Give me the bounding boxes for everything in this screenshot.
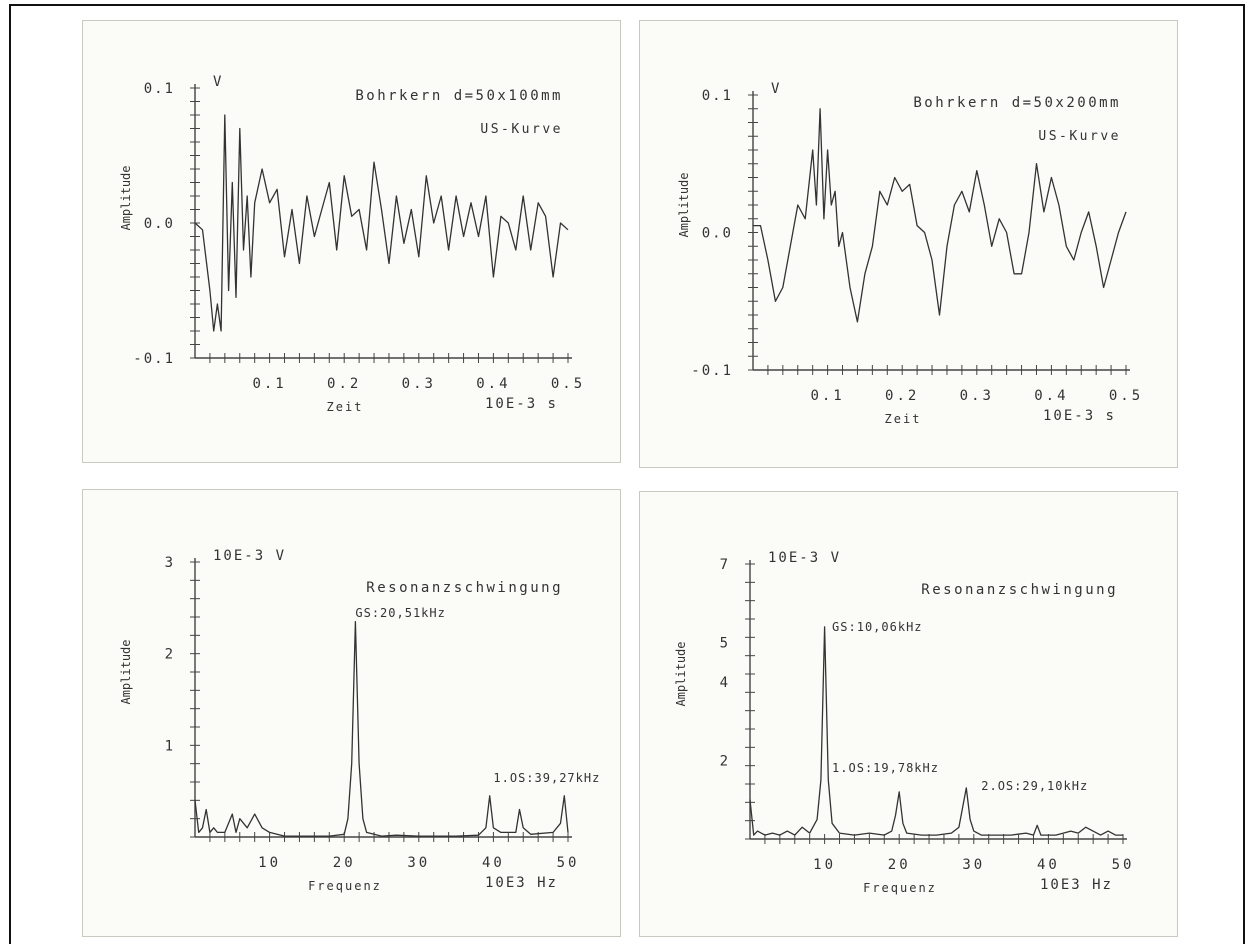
- x-tick-label: 0.4: [1034, 388, 1068, 404]
- x-tick-label: 0.1: [252, 376, 286, 392]
- x-axis-unit: 10E-3 s: [1043, 408, 1116, 424]
- y-axis-label: Amplitude: [677, 172, 691, 237]
- x-tick-label: 50: [557, 855, 580, 871]
- page-frame: 0.1 0.2 0.3 0.4 0.5 -0.1 0.0 0.1 Zeit 10E-3 s Ampl…: [9, 4, 1245, 944]
- series-line: [749, 626, 1123, 836]
- chart-title: Resonanzschwingung: [366, 580, 563, 596]
- chart-subtitle: US-Kurve: [1038, 129, 1121, 144]
- chart-title: Bohrkern d=50x200mm: [913, 95, 1121, 111]
- peak-annotation: 1.OS:19,78kHz: [832, 761, 939, 775]
- y-axis-label: Amplitude: [674, 641, 688, 706]
- series-line: [194, 620, 569, 837]
- chart-svg-spectrum-50x100: 10 20 30 40 50 1 2 3 Frequenz 10E3 Hz Amplitude 10E…: [119, 548, 600, 893]
- x-tick-label: 0.1: [810, 388, 844, 404]
- chart-svg-time-50x100: 0.1 0.2 0.3 0.4 0.5 -0.1 0.0 0.1 Zeit 10E-3 s Ampl…: [119, 74, 585, 414]
- x-axis-label: Frequenz: [308, 879, 382, 893]
- peak-annotation: GS:10,06kHz: [832, 620, 922, 634]
- x-axis-label: Frequenz: [863, 881, 937, 895]
- chart-panel-time-50x100: 0.1 0.2 0.3 0.4 0.5 -0.1 0.0 0.1 Zeit 10E-3 s Ampl…: [82, 20, 621, 463]
- chart-svg-time-50x200: 0.1 0.2 0.3 0.4 0.5 -0.1 0.0 0.1 Zeit 10E-3 s Ampl…: [677, 81, 1143, 426]
- y-tick-label: 1: [165, 738, 175, 754]
- x-tick-label: 10: [258, 855, 281, 871]
- series-line: [753, 108, 1127, 323]
- y-tick-label: 5: [720, 636, 730, 652]
- x-axis-label: Zeit: [327, 400, 364, 414]
- chart-panel-spectrum-50x200: 10 20 30 40 50 2 4 5 7 Frequenz 10E3 Hz Amplitude 10…: [639, 491, 1178, 937]
- y-tick-label: 2: [165, 647, 175, 663]
- x-tick-label: 50: [1112, 857, 1135, 873]
- y-axis-label: Amplitude: [119, 165, 133, 230]
- y-tick-label: 3: [165, 555, 175, 571]
- x-axis-label: Zeit: [885, 412, 922, 426]
- chart-panel-time-50x200: 0.1 0.2 0.3 0.4 0.5 -0.1 0.0 0.1 Zeit 10E-3 s Ampl…: [639, 20, 1178, 468]
- y-tick-label: -0.1: [133, 351, 175, 367]
- chart-svg-spectrum-50x200: 10 20 30 40 50 2 4 5 7 Frequenz 10E3 Hz Amplitude 10…: [674, 550, 1135, 895]
- chart-title: Resonanzschwingung: [921, 582, 1118, 598]
- y-tick-label: 7: [720, 557, 730, 573]
- chart-subtitle: US-Kurve: [480, 122, 563, 137]
- chart-panel-spectrum-50x100: 10 20 30 40 50 1 2 3 Frequenz 10E3 Hz Amplitude 10E…: [82, 489, 621, 937]
- y-tick-label: 0.0: [144, 216, 175, 232]
- y-axis-unit: 10E-3 V: [768, 550, 841, 566]
- y-tick-label: 2: [720, 753, 730, 769]
- x-tick-label: 0.4: [476, 376, 510, 392]
- peak-annotation: 1.OS:39,27kHz: [493, 771, 600, 785]
- y-tick-label: -0.1: [691, 363, 733, 379]
- x-tick-label: 0.3: [960, 388, 994, 404]
- x-tick-label: 20: [888, 857, 911, 873]
- x-tick-label: 30: [407, 855, 430, 871]
- peak-annotation: GS:20,51kHz: [355, 606, 445, 620]
- x-axis-unit: 10E3 Hz: [485, 875, 558, 891]
- x-tick-label: 0.3: [402, 376, 436, 392]
- y-axis-unit: 10E-3 V: [213, 548, 286, 564]
- x-tick-label: 20: [333, 855, 356, 871]
- y-axis-label: Amplitude: [119, 639, 133, 704]
- y-axis-unit: V: [213, 74, 223, 90]
- x-tick-label: 0.5: [551, 376, 585, 392]
- x-tick-label: 10: [813, 857, 836, 873]
- series-line: [194, 114, 569, 332]
- peak-annotation: 2.OS:29,10kHz: [981, 779, 1088, 793]
- y-tick-label: 0.1: [702, 88, 733, 104]
- x-tick-label: 0.2: [327, 376, 361, 392]
- y-tick-label: 4: [720, 675, 730, 691]
- x-tick-label: 0.2: [885, 388, 919, 404]
- x-axis-unit: 10E-3 s: [485, 396, 558, 412]
- y-tick-label: 0.1: [144, 81, 175, 97]
- x-tick-label: 0.5: [1109, 388, 1143, 404]
- y-axis-unit: V: [771, 81, 781, 97]
- x-tick-label: 40: [482, 855, 505, 871]
- x-tick-label: 30: [962, 857, 985, 873]
- x-axis-unit: 10E3 Hz: [1040, 877, 1113, 893]
- y-tick-label: 0.0: [702, 226, 733, 242]
- x-tick-label: 40: [1037, 857, 1060, 873]
- chart-title: Bohrkern d=50x100mm: [355, 88, 563, 104]
